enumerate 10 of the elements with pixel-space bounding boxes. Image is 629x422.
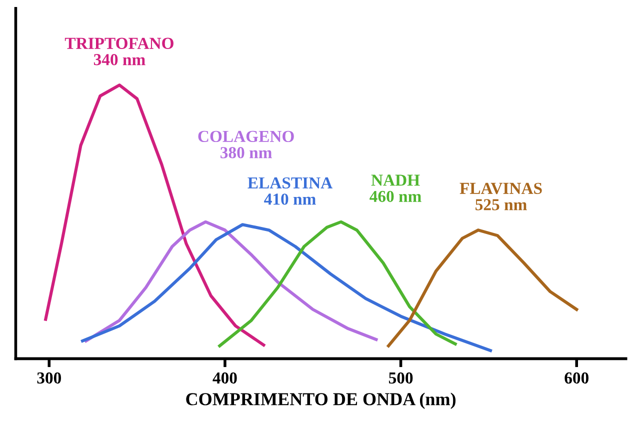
x-axis-title: COMPRIMENTO DE ONDA (nm) [186, 392, 456, 409]
x-tick-label: 500 [388, 372, 413, 384]
x-tick-label: 300 [37, 372, 61, 384]
text: COLAGENO 380 nm [198, 130, 294, 158]
series-label: NADH 460 nm [370, 174, 422, 202]
series-label: FLAVINAS 525 nm [460, 182, 542, 210]
series-label: ELASTINA 410 nm [248, 177, 333, 205]
text: TRIPTOFANO 340 nm [64, 38, 174, 66]
x-tick-label: 400 [212, 372, 237, 384]
x-tick-label: 600 [564, 372, 588, 384]
